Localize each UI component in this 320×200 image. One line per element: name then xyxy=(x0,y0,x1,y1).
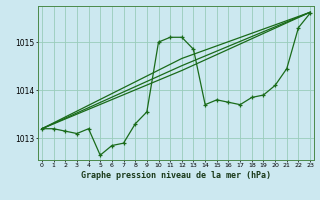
X-axis label: Graphe pression niveau de la mer (hPa): Graphe pression niveau de la mer (hPa) xyxy=(81,171,271,180)
